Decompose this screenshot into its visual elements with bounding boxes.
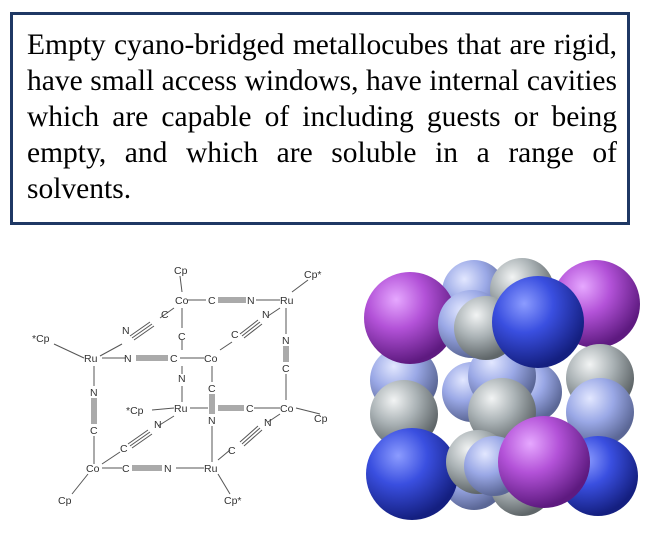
label-n-right-vertical: N [282,335,290,347]
label-c-left-top: C [161,309,169,321]
label-co-bottom: Co [86,463,100,475]
label-cp-star-top-right: Cp* [304,269,322,281]
label-c-right-top: C [231,329,239,341]
label-c-front-top: C [170,353,178,365]
label-c-right-diag: C [228,445,236,457]
label-co-top-back: Co [175,295,189,307]
atom-labels: Cp Co C N Ru Cp* N C N C *Cp Ru N C Co C… [32,265,328,507]
label-c-bottom: C [122,463,130,475]
label-c-left-vertical: C [90,425,98,437]
label-ru-left: Ru [84,353,98,365]
label-ru-mid: Ru [174,403,188,415]
label-c-right-vertical: C [282,363,290,375]
label-cp-right: Cp [314,413,328,425]
description-box: Empty cyano-bridged metallocubes that ar… [10,12,630,225]
label-n-left-vertical: N [90,387,98,399]
label-c-back-vertical: C [178,331,186,343]
atom-blue [366,428,458,520]
label-ru-top-right: Ru [280,295,294,307]
cube-bonds [53,275,321,495]
label-cp-bottom-left: Cp [58,495,72,507]
atom-blue [492,276,584,368]
label-n-front-vertical: N [208,415,216,427]
label-n-back-vertical: N [178,373,186,385]
label-co-front: Co [204,353,218,365]
label-c-mid-diag: C [120,443,128,455]
description-text: Empty cyano-bridged metallocubes that ar… [27,29,617,205]
metallocube-space-filling-model [364,258,640,520]
label-co-right: Co [280,403,294,415]
atom-purple [364,272,456,364]
label-n-right-top: N [262,309,270,321]
label-n-right-diag: N [264,417,272,429]
label-n-mid-diag: N [154,419,162,431]
label-ru-bottom: Ru [204,463,218,475]
atom-purple [498,416,590,508]
label-star-cp-mid: *Cp [126,405,144,417]
label-star-cp-left: *Cp [32,333,50,345]
label-c-mid: C [246,403,254,415]
label-cp-star-bottom: Cp* [224,495,242,507]
label-n-left-top: N [122,325,130,337]
label-cp-top: Cp [174,265,188,277]
label-c-top: C [208,295,216,307]
label-c-front-vertical: C [208,383,216,395]
metallocube-line-structure: Cp Co C N Ru Cp* N C N C *Cp Ru N C Co C… [32,265,328,507]
label-n-front-top: N [124,353,132,365]
label-n-top: N [247,295,255,307]
label-n-bottom: N [164,463,172,475]
atom-light-blue [566,378,634,446]
